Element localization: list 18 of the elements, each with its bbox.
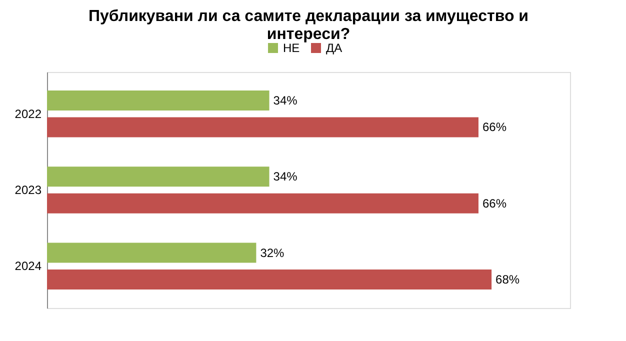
data-label: 66% — [482, 120, 507, 134]
bar — [47, 166, 270, 187]
bar — [47, 193, 478, 214]
legend-label: НЕ — [283, 41, 300, 55]
y-tick-label: 2023 — [14, 183, 42, 197]
y-tick-label: 2024 — [14, 259, 42, 274]
data-label: 34% — [273, 94, 298, 108]
bar — [47, 90, 270, 111]
chart-title: Публикувани ли са самите декларации за имущество и интереси? — [88, 8, 528, 43]
bar — [47, 242, 256, 263]
bar — [47, 269, 492, 290]
bar — [47, 117, 478, 138]
legend-label: ДА — [326, 41, 342, 55]
data-label: 68% — [496, 272, 520, 286]
y-tick-label: 2022 — [14, 106, 42, 121]
data-label: 34% — [273, 170, 298, 184]
data-label: 66% — [482, 196, 507, 210]
data-label: 32% — [260, 246, 285, 260]
